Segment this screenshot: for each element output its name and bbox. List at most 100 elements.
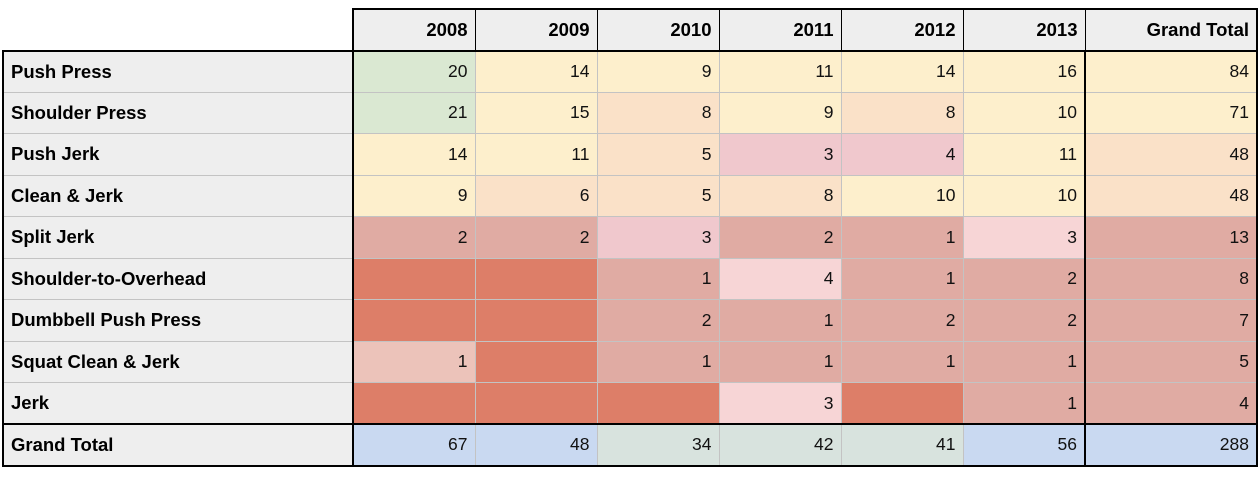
table-cell[interactable]: 8 <box>596 91 720 134</box>
table-cell[interactable]: 8 <box>1084 257 1258 300</box>
row-label[interactable]: Push Jerk <box>2 133 354 176</box>
table-cell[interactable]: 3 <box>718 133 842 176</box>
table-cell[interactable]: 16 <box>962 50 1086 93</box>
grand-total-cell[interactable]: 42 <box>718 423 842 467</box>
column-header-2010[interactable]: 2010 <box>596 8 720 52</box>
table-cell[interactable]: 8 <box>718 174 842 217</box>
grand-total-row: Grand Total 67 48 34 42 41 56 288 <box>2 423 1258 467</box>
row-label[interactable]: Clean & Jerk <box>2 174 354 217</box>
row-label[interactable]: Jerk <box>2 382 354 425</box>
column-header-2011[interactable]: 2011 <box>718 8 842 52</box>
table-cell[interactable]: 48 <box>1084 133 1258 176</box>
table-row: Squat Clean & Jerk 1 1 1 1 1 5 <box>2 340 1258 383</box>
table-cell[interactable]: 84 <box>1084 50 1258 93</box>
table-cell[interactable]: 1 <box>840 216 964 259</box>
grand-total-cell[interactable]: 41 <box>840 423 964 467</box>
table-cell[interactable] <box>474 257 598 300</box>
table-cell[interactable]: 1 <box>718 340 842 383</box>
table-cell[interactable]: 14 <box>352 133 476 176</box>
grand-total-cell[interactable]: 67 <box>352 423 476 467</box>
row-label[interactable]: Shoulder Press <box>2 91 354 134</box>
table-cell[interactable]: 1 <box>840 257 964 300</box>
table-cell[interactable]: 10 <box>962 91 1086 134</box>
table-cell[interactable]: 10 <box>962 174 1086 217</box>
spreadsheet-area: 2008 2009 2010 2011 2012 2013 Grand Total Push… <box>2 8 1258 467</box>
table-cell[interactable]: 3 <box>718 382 842 425</box>
table-cell[interactable]: 5 <box>596 174 720 217</box>
grand-total-cell[interactable]: 34 <box>596 423 720 467</box>
table-cell[interactable]: 14 <box>474 50 598 93</box>
column-header-2012[interactable]: 2012 <box>840 8 964 52</box>
row-label[interactable]: Push Press <box>2 49 354 93</box>
table-cell[interactable]: 10 <box>840 174 964 217</box>
table-row: Shoulder-to-Overhead 1 4 1 2 8 <box>2 257 1258 300</box>
table-cell[interactable]: 9 <box>352 174 476 217</box>
table-row: Split Jerk 2 2 3 2 1 3 13 <box>2 216 1258 259</box>
table-cell[interactable]: 4 <box>840 133 964 176</box>
table-cell[interactable]: 1 <box>962 382 1086 425</box>
table-cell[interactable]: 9 <box>596 50 720 93</box>
column-header-2009[interactable]: 2009 <box>474 8 598 52</box>
table-cell[interactable]: 15 <box>474 91 598 134</box>
table-cell[interactable]: 20 <box>352 50 476 93</box>
table-cell[interactable]: 3 <box>596 216 720 259</box>
table-row: Shoulder Press 21 15 8 9 8 10 71 <box>2 91 1258 134</box>
table-row: Push Press 20 14 9 11 14 16 84 <box>2 49 1258 93</box>
table-cell[interactable]: 14 <box>840 50 964 93</box>
table-cell[interactable]: 1 <box>352 340 476 383</box>
table-cell[interactable] <box>840 382 964 425</box>
table-body: Push Press 20 14 9 11 14 16 84 Shoulder Press 21 1… <box>2 49 1258 467</box>
grand-total-cell[interactable]: 48 <box>474 423 598 467</box>
table-cell[interactable]: 2 <box>596 299 720 342</box>
table-cell[interactable]: 5 <box>1084 340 1258 383</box>
row-label[interactable]: Squat Clean & Jerk <box>2 340 354 383</box>
table-cell[interactable] <box>474 340 598 383</box>
table-cell[interactable]: 1 <box>596 340 720 383</box>
grand-total-cell[interactable]: 288 <box>1084 423 1258 467</box>
table-cell[interactable]: 71 <box>1084 91 1258 134</box>
table-cell[interactable] <box>474 299 598 342</box>
table-cell[interactable]: 9 <box>718 91 842 134</box>
grand-total-label[interactable]: Grand Total <box>2 423 354 467</box>
table-cell[interactable]: 21 <box>352 91 476 134</box>
header-row: 2008 2009 2010 2011 2012 2013 Grand Total <box>3 8 1258 52</box>
pivot-table: 2008 2009 2010 2011 2012 2013 Grand Total Push… <box>2 8 1258 467</box>
table-cell[interactable]: 4 <box>718 257 842 300</box>
table-row: Push Jerk 14 11 5 3 4 11 48 <box>2 133 1258 176</box>
row-label[interactable]: Split Jerk <box>2 216 354 259</box>
table-cell[interactable]: 11 <box>474 133 598 176</box>
table-cell[interactable]: 2 <box>474 216 598 259</box>
table-cell[interactable]: 1 <box>718 299 842 342</box>
row-label[interactable]: Shoulder-to-Overhead <box>2 257 354 300</box>
table-cell[interactable] <box>596 382 720 425</box>
table-cell[interactable]: 1 <box>962 340 1086 383</box>
table-cell[interactable]: 5 <box>596 133 720 176</box>
column-header-grand-total[interactable]: Grand Total <box>1084 8 1258 52</box>
grand-total-cell[interactable]: 56 <box>962 423 1086 467</box>
table-cell[interactable]: 1 <box>840 340 964 383</box>
column-header-2008[interactable]: 2008 <box>352 8 476 52</box>
table-cell[interactable]: 4 <box>1084 382 1258 425</box>
row-label[interactable]: Dumbbell Push Press <box>2 299 354 342</box>
table-cell[interactable]: 11 <box>718 50 842 93</box>
table-cell[interactable]: 8 <box>840 91 964 134</box>
table-header: 2008 2009 2010 2011 2012 2013 Grand Total <box>3 8 1258 52</box>
table-cell[interactable]: 3 <box>962 216 1086 259</box>
table-cell[interactable] <box>352 257 476 300</box>
table-row: Dumbbell Push Press 2 1 2 2 7 <box>2 299 1258 342</box>
table-cell[interactable]: 6 <box>474 174 598 217</box>
table-cell[interactable]: 2 <box>840 299 964 342</box>
table-cell[interactable]: 2 <box>962 299 1086 342</box>
table-cell[interactable]: 2 <box>718 216 842 259</box>
table-cell[interactable] <box>352 299 476 342</box>
table-cell[interactable]: 13 <box>1084 216 1258 259</box>
table-cell[interactable]: 7 <box>1084 299 1258 342</box>
table-cell[interactable]: 11 <box>962 133 1086 176</box>
table-cell[interactable] <box>474 382 598 425</box>
column-header-2013[interactable]: 2013 <box>962 8 1086 52</box>
table-cell[interactable]: 1 <box>596 257 720 300</box>
table-cell[interactable]: 2 <box>962 257 1086 300</box>
table-cell[interactable] <box>352 382 476 425</box>
table-cell[interactable]: 2 <box>352 216 476 259</box>
table-cell[interactable]: 48 <box>1084 174 1258 217</box>
